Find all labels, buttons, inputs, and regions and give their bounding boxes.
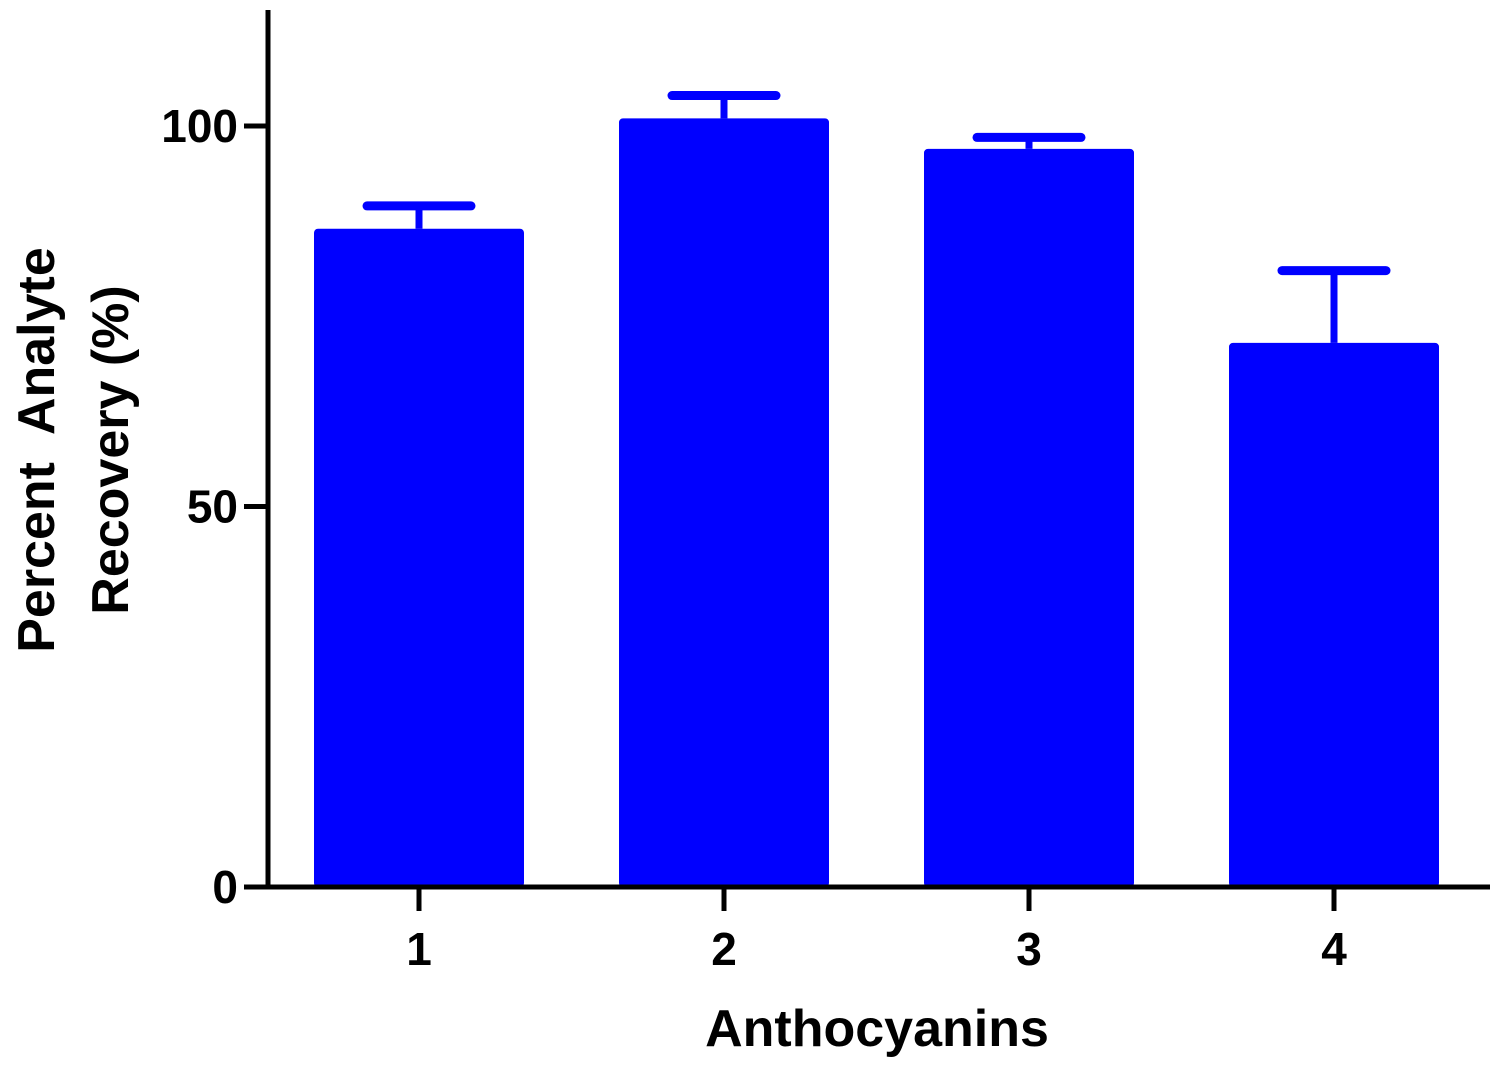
y-axis-title-line-2: Recovery (%)	[82, 285, 140, 614]
x-axis-title: Anthocyanins	[705, 1000, 1049, 1058]
x-tick-label-3: 3	[1016, 923, 1042, 975]
bars-layer	[314, 118, 1439, 888]
x-tick-label-4: 4	[1321, 923, 1347, 975]
bar-4	[1229, 342, 1439, 887]
bar-2	[619, 118, 829, 887]
y-tick-label-100: 100	[161, 100, 238, 152]
y-ticks-layer: 0 50 100	[161, 100, 268, 913]
x-ticks-layer: 1 2 3 4	[406, 887, 1347, 975]
y-tick-label-50: 50	[187, 481, 238, 533]
error-bars-layer	[362, 91, 1391, 343]
y-tick-label-0: 0	[212, 861, 238, 913]
x-tick-label-1: 1	[406, 923, 432, 975]
bar-3	[924, 148, 1134, 887]
x-tick-label-2: 2	[711, 923, 737, 975]
y-axis-title-line-1: Percent Analyte	[8, 247, 66, 653]
axes-layer	[244, 10, 1490, 890]
bar-1	[314, 228, 524, 888]
